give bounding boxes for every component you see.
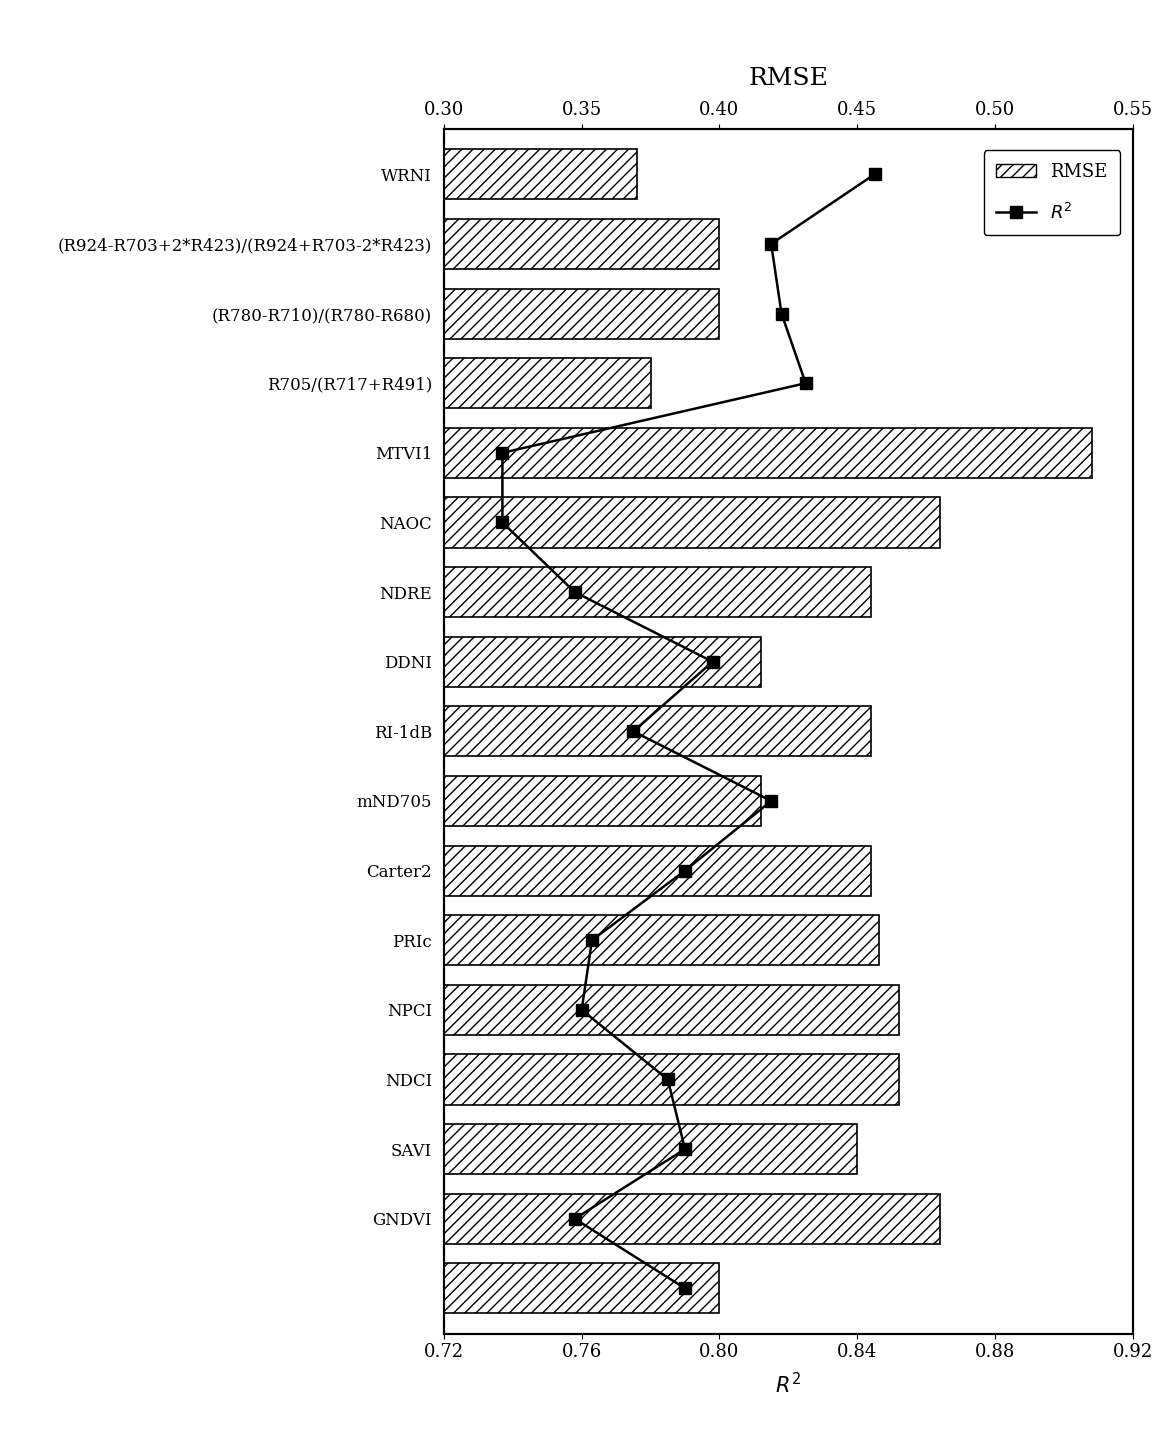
Bar	[444, 985, 898, 1035]
Bar	[444, 776, 760, 826]
Bar	[444, 219, 719, 270]
X-axis label: RMSE: RMSE	[749, 66, 828, 90]
Bar	[444, 707, 871, 756]
Bar	[444, 1193, 940, 1243]
Bar	[444, 1124, 857, 1174]
Bar	[444, 637, 760, 687]
Bar	[444, 358, 651, 409]
Bar	[444, 1054, 898, 1104]
X-axis label: $R^{2}$: $R^{2}$	[776, 1372, 801, 1398]
Bar	[444, 498, 940, 548]
Bar	[444, 288, 719, 338]
Legend: RMSE, $R^{2}$: RMSE, $R^{2}$	[983, 151, 1120, 235]
Bar	[444, 566, 871, 617]
Bar	[444, 846, 871, 896]
Bar	[444, 1263, 719, 1314]
Bar	[444, 427, 1092, 478]
Bar	[444, 915, 880, 965]
Bar	[444, 149, 637, 199]
